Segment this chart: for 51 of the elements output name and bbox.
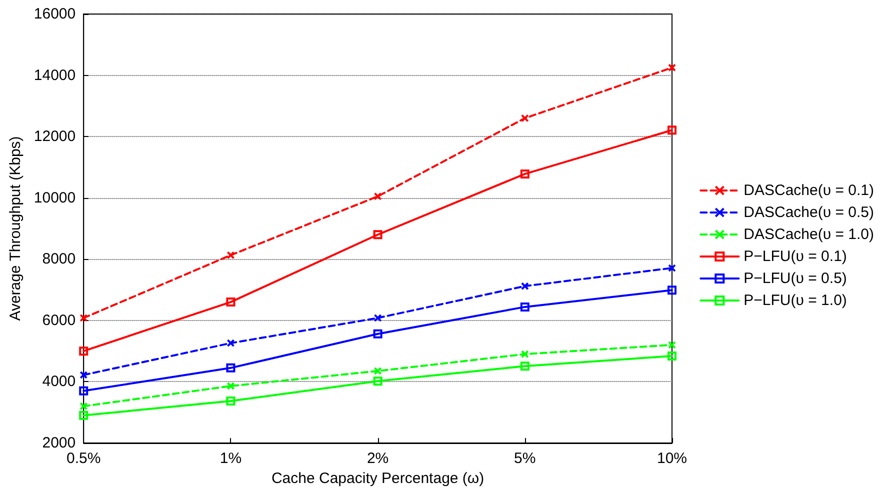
point [79, 346, 88, 356]
y-tick-label: 4000 [42, 373, 76, 390]
point [374, 192, 382, 200]
x-tick-label: 1% [220, 450, 242, 467]
x-tick-label: 2% [366, 450, 389, 467]
y-tick-label: 14000 [34, 66, 76, 84]
point [79, 386, 88, 396]
point [520, 282, 529, 290]
point [80, 370, 88, 379]
point [374, 366, 382, 375]
legend-label: DASCache(υ = 0.1) [744, 182, 874, 199]
y-axis-title: Average Throughput (Kbps) [7, 136, 24, 321]
point [668, 351, 676, 360]
legend-label: P−LFU(υ = 1.0) [744, 292, 847, 309]
point [79, 410, 88, 420]
point [226, 382, 235, 390]
y-tick-label: 16000 [34, 6, 76, 22]
legend-label: P−LFU(υ = 0.1) [744, 248, 847, 265]
point [226, 396, 236, 406]
point [668, 64, 676, 72]
point [80, 314, 88, 322]
point [668, 340, 676, 349]
x-tick-label: 0.5% [66, 450, 101, 467]
point [373, 376, 382, 386]
point [520, 114, 529, 122]
point [668, 264, 676, 272]
x-tick-label: 5% [514, 450, 536, 467]
y-tick-label: 12000 [34, 128, 76, 146]
y-tick-label: 2000 [42, 434, 76, 452]
legend-label: DASCache(υ = 0.5) [744, 204, 874, 221]
point [520, 350, 529, 358]
point [668, 126, 676, 135]
point [374, 314, 382, 322]
y-tick-label: 8000 [42, 250, 76, 268]
x-tick-label: 10% [656, 450, 688, 467]
point [80, 402, 88, 410]
point [226, 339, 235, 348]
point [226, 251, 235, 260]
point [520, 169, 530, 178]
legend-label: DASCache(υ = 1.0) [744, 226, 874, 243]
point [373, 329, 382, 338]
point [226, 363, 236, 372]
point [668, 286, 676, 295]
point [373, 230, 382, 240]
y-tick-label: 6000 [42, 312, 76, 329]
point [520, 362, 530, 371]
x-axis-title: Cache Capacity Percentage (ω) [271, 470, 484, 487]
point [226, 298, 236, 307]
point [520, 302, 530, 312]
legend-label: P−LFU(υ = 0.5) [744, 270, 847, 287]
y-tick-label: 10000 [34, 189, 76, 206]
